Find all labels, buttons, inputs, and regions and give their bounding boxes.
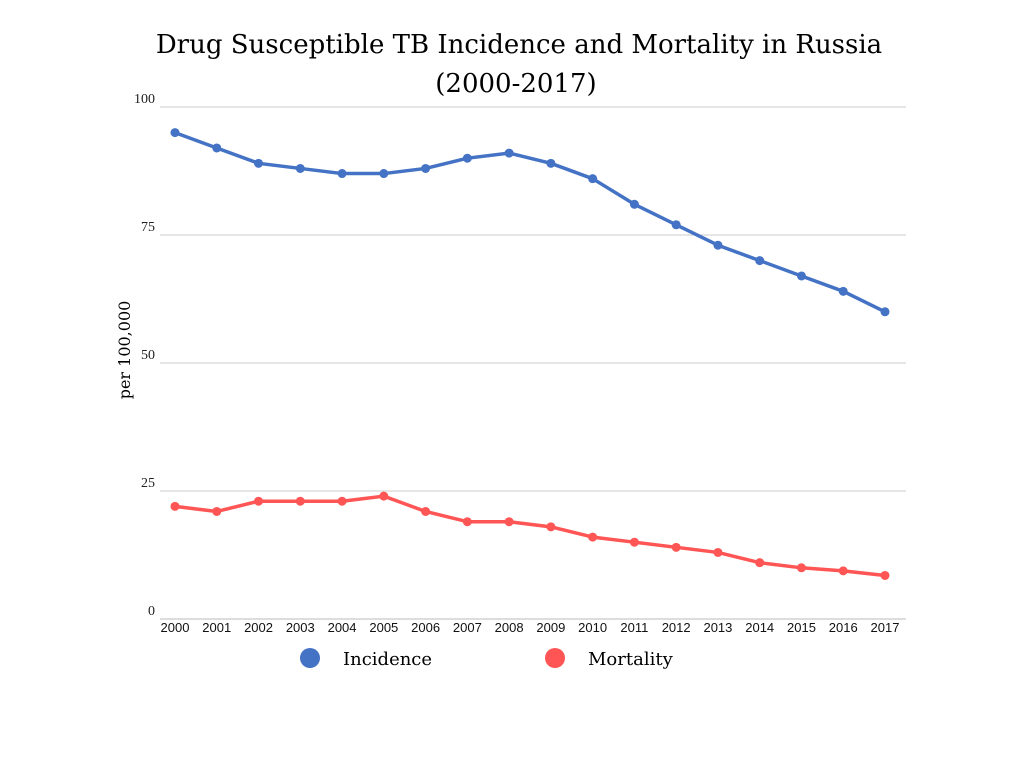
y-tick-label: 75 (141, 220, 155, 235)
data-point-incidence (337, 169, 347, 179)
data-point-mortality (379, 491, 389, 501)
legend-label-mortality: Mortality (588, 649, 674, 670)
data-point-mortality (838, 566, 848, 576)
y-tick-label: 0 (148, 604, 155, 619)
data-point-incidence (462, 153, 472, 163)
data-point-incidence (212, 143, 222, 153)
chart-subtitle: (2000-2017) (435, 69, 596, 99)
x-tick-label: 2013 (703, 620, 732, 635)
data-point-incidence (588, 174, 598, 184)
x-tick-label: 2016 (829, 620, 858, 635)
y-axis-label: per 100,000 (115, 301, 134, 400)
data-point-mortality (713, 547, 723, 557)
x-tick-label: 2004 (328, 620, 357, 635)
data-point-mortality (337, 496, 347, 506)
data-point-mortality (796, 563, 806, 573)
x-tick-label: 2008 (495, 620, 524, 635)
data-point-incidence (254, 158, 264, 168)
data-point-mortality (504, 517, 514, 527)
data-point-mortality (880, 570, 890, 580)
data-point-incidence (379, 169, 389, 179)
legend-marker-mortality (545, 648, 565, 668)
data-point-incidence (713, 240, 723, 250)
data-point-mortality (755, 558, 765, 568)
data-point-mortality (295, 496, 305, 506)
series-line-mortality (174, 494, 886, 578)
data-point-incidence (671, 220, 681, 230)
data-point-mortality (254, 496, 264, 506)
data-point-mortality (671, 542, 681, 552)
y-tick-label: 25 (141, 476, 155, 491)
x-tick-label: 2001 (202, 620, 231, 635)
data-point-mortality (212, 506, 222, 516)
legend-marker-incidence (300, 648, 320, 668)
x-tick-label: 2015 (787, 620, 816, 635)
data-point-incidence (880, 307, 890, 317)
data-point-incidence (421, 163, 431, 173)
x-tick-label: 2005 (369, 620, 398, 635)
x-tick-label: 2007 (453, 620, 482, 635)
x-tick-label: 2009 (536, 620, 565, 635)
data-point-incidence (755, 256, 765, 266)
x-tick-label: 2014 (745, 620, 774, 635)
chart-title: Drug Susceptible TB Incidence and Mortal… (156, 30, 882, 60)
data-point-mortality (588, 532, 598, 542)
y-tick-label: 100 (134, 92, 155, 107)
x-tick-label: 2000 (161, 620, 190, 635)
x-tick-label: 2003 (286, 620, 315, 635)
data-point-incidence (546, 158, 556, 168)
data-point-incidence (295, 163, 305, 173)
x-tick-label: 2017 (871, 620, 900, 635)
series-line-incidence (174, 130, 886, 314)
data-point-mortality (170, 501, 180, 511)
data-point-incidence (629, 199, 639, 209)
x-tick-label: 2002 (244, 620, 273, 635)
x-tick-label: 2011 (620, 620, 648, 635)
x-tick-label: 2012 (662, 620, 691, 635)
data-point-incidence (796, 271, 806, 281)
x-tick-label: 2006 (411, 620, 440, 635)
data-point-mortality (462, 517, 472, 527)
y-tick-label: 50 (141, 348, 155, 363)
legend-label-incidence: Incidence (343, 649, 432, 670)
x-tick-label: 2010 (578, 620, 607, 635)
data-point-incidence (504, 148, 514, 158)
data-point-mortality (546, 522, 556, 532)
data-point-incidence (838, 286, 848, 296)
data-point-mortality (629, 537, 639, 547)
data-point-incidence (170, 128, 180, 138)
data-point-mortality (421, 506, 431, 516)
